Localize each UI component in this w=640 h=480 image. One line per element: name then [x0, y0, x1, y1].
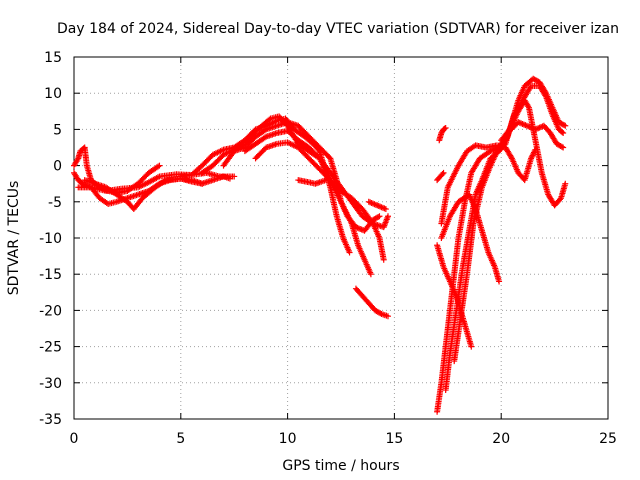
y-tick-label: -5 — [48, 195, 62, 211]
data-point — [367, 271, 374, 278]
y-tick-label: 5 — [53, 122, 62, 138]
y-tick-label: 10 — [44, 86, 62, 102]
x-tick-label: 5 — [176, 431, 185, 447]
data-point — [155, 163, 162, 170]
data-point — [380, 256, 387, 263]
data-point — [346, 249, 353, 256]
data-point — [560, 122, 567, 129]
data-layer — [71, 75, 569, 415]
data-series — [352, 285, 391, 320]
y-tick-label: -15 — [39, 267, 62, 283]
data-point — [560, 130, 567, 137]
data-point — [377, 310, 384, 317]
data-series — [438, 142, 539, 227]
data-point — [323, 177, 330, 184]
data-point — [439, 171, 446, 178]
data-point — [384, 313, 391, 320]
data-series — [434, 242, 475, 350]
data-point — [375, 214, 382, 221]
y-tick-label: 15 — [44, 50, 62, 66]
chart-title: Day 184 of 2024, Sidereal Day-to-day VTE… — [57, 21, 619, 37]
y-tick-label: 0 — [53, 159, 62, 175]
data-point — [562, 122, 569, 129]
data-point — [231, 173, 238, 180]
y-tick-label: -35 — [39, 412, 62, 428]
data-point — [441, 125, 448, 132]
data-point — [440, 169, 447, 176]
data-point — [384, 213, 391, 220]
data-series — [75, 169, 238, 194]
x-tick-label: 20 — [492, 431, 510, 447]
data-point — [156, 162, 163, 169]
y-tick-label: -30 — [39, 376, 62, 392]
data-series — [434, 169, 447, 184]
data-series — [252, 139, 387, 263]
data-series — [436, 124, 449, 144]
data-point — [376, 213, 383, 220]
grid — [74, 57, 608, 419]
data-point — [468, 343, 475, 350]
data-point — [161, 177, 168, 184]
data-point — [559, 129, 566, 136]
data-point — [382, 206, 389, 213]
x-axis-title: GPS time / hours — [282, 458, 399, 474]
data-point — [558, 143, 565, 150]
data-series — [365, 198, 389, 213]
x-tick-label: 10 — [279, 431, 297, 447]
data-point — [562, 180, 569, 187]
data-point — [496, 278, 503, 285]
data-series — [241, 127, 374, 278]
x-tick-label: 25 — [599, 431, 617, 447]
axis-ticks: 0 5 10 15 20 25 -35 -30 -25 -20 -15 -10 -5 0 5 10 15 — [39, 50, 617, 447]
y-tick-label: -10 — [39, 231, 62, 247]
data-point — [442, 124, 449, 131]
data-series — [295, 177, 330, 187]
data-series — [438, 191, 503, 285]
x-tick-label: 0 — [70, 431, 79, 447]
data-point — [560, 144, 567, 151]
data-series — [498, 97, 569, 209]
x-tick-label: 15 — [385, 431, 403, 447]
y-tick-label: -20 — [39, 303, 62, 319]
data-series — [434, 82, 567, 415]
y-axis-title: SDTVAR / TECUs — [6, 181, 22, 296]
y-tick-label: -25 — [39, 340, 62, 356]
